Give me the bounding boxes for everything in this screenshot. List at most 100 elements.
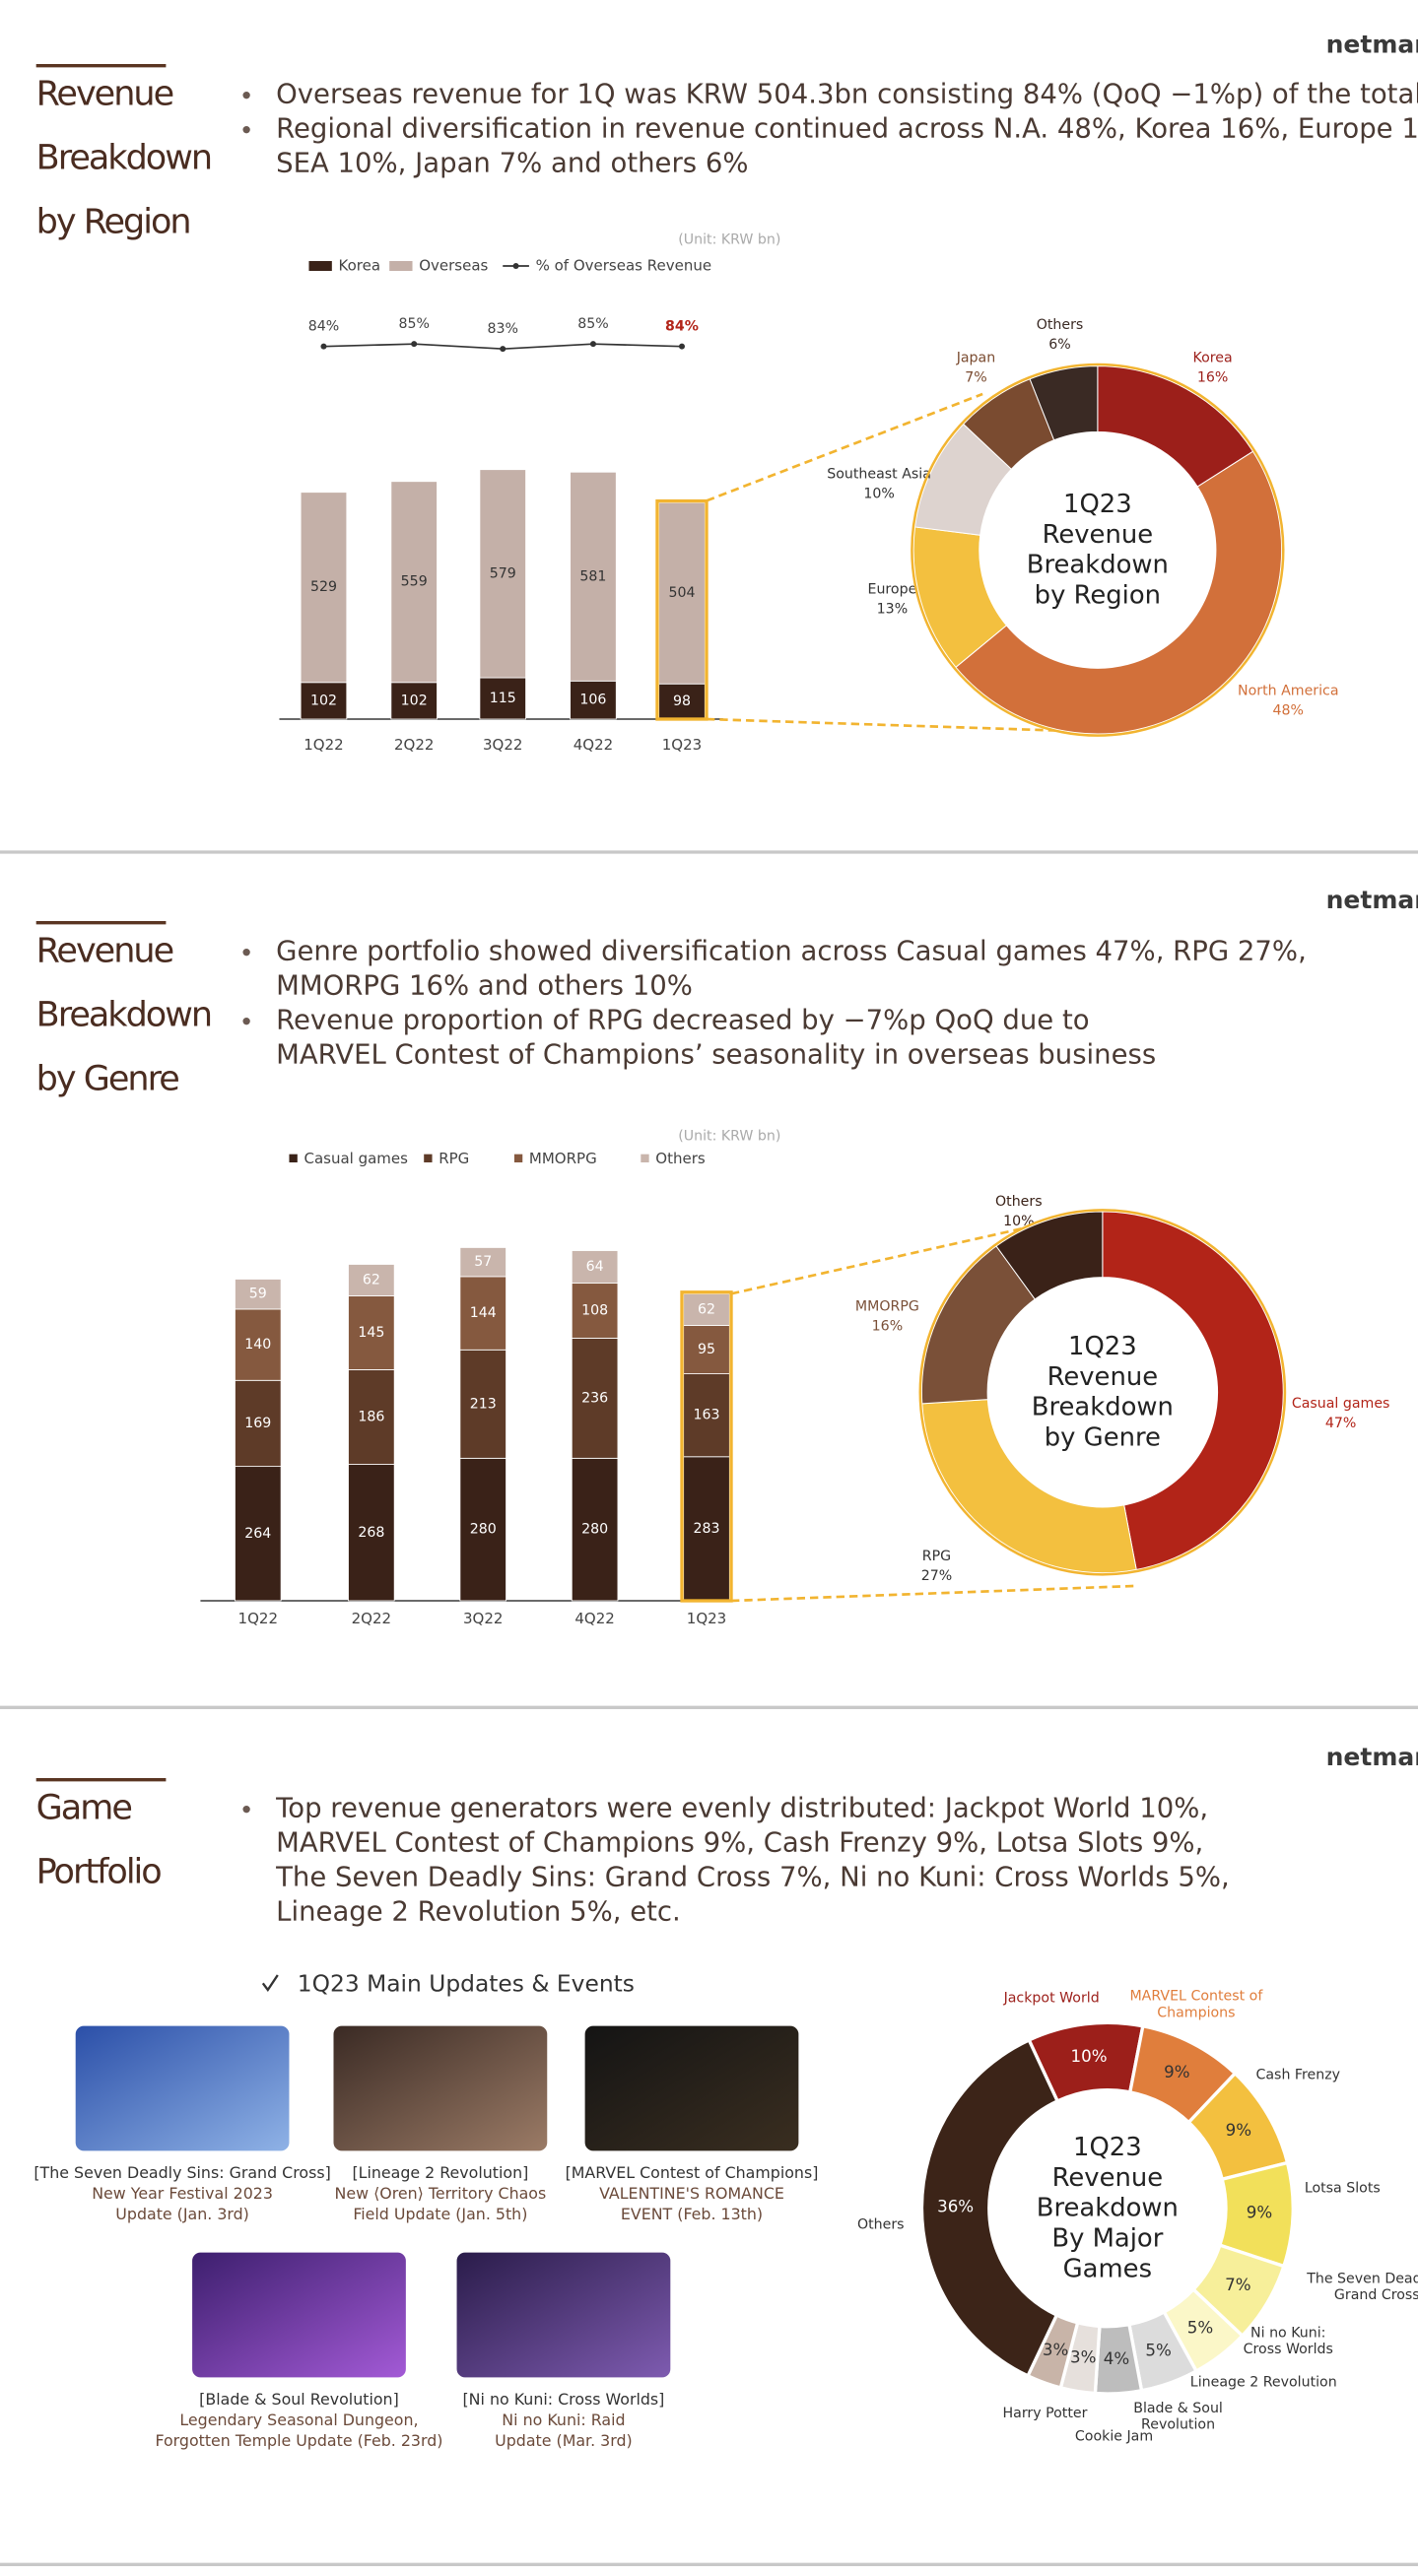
highlight-box [655,498,709,721]
x-tick-label: 1Q23 [687,1610,726,1627]
game-thumbnail [75,2025,290,2151]
donut-value-label: 13% [877,601,908,617]
donut-segment [921,1399,1137,1574]
update-caption: [Blade & Soul Revolution] [199,2390,399,2409]
bar-value-label: 529 [310,579,337,595]
bar-value-label: 186 [358,1409,384,1424]
donut-category-label: RPG [922,1549,951,1564]
bullet-text: Top revenue generators were evenly distr… [275,1793,1208,1824]
donut-segment [955,450,1283,735]
bar-segment [459,1276,506,1351]
line-point [500,346,506,353]
bullet-text: MARVEL Contest of Champions 9%, Cash Fre… [276,1827,1203,1859]
donut-center-label: 1Q23 Revenue Breakdown by Genre [1032,1332,1174,1452]
donut-value-label: 7% [1225,2276,1250,2294]
donut-value-label: 3% [1070,2347,1096,2366]
connector [706,392,983,502]
donut-category-label: MARVEL Contest of Champions [1129,1989,1263,2021]
line-value-label: 84% [308,319,339,335]
connector [730,1210,1099,1295]
donut-value-label: 6% [1048,337,1070,353]
donut-outline [911,363,1285,737]
donut-segment [919,2037,1060,2379]
bar-value-label: 283 [693,1521,719,1537]
bar-segment [235,1379,282,1468]
bar-segment [459,1349,506,1459]
update-caption: EVENT (Feb. 13th) [621,2205,763,2223]
game-thumbnail [333,2025,548,2151]
bar-value-label: 559 [401,574,428,590]
slide-title: by Genre [36,1060,179,1099]
bar-segment [570,680,617,720]
bullet-text: Overseas revenue for 1Q was KRW 504.3bn … [276,79,1418,110]
update-caption: [Ni no Kuni: Cross Worlds] [463,2390,665,2409]
bar-value-label: 64 [586,1259,604,1275]
donut-category-label: Lotsa Slots [1305,2181,1381,2197]
bar-value-label: 102 [310,693,337,708]
donut-segment [1029,365,1099,441]
donut-value-label: 27% [921,1568,952,1584]
game-thumbnail [456,2252,671,2378]
bar-value-label: 115 [490,691,516,706]
bar-segment [479,469,526,679]
x-tick-label: 1Q23 [662,736,702,754]
update-caption: Update (Jan. 3rd) [115,2205,249,2223]
x-tick-label: 3Q22 [483,736,522,754]
bar-value-label: 62 [363,1273,380,1288]
legend-swatch [308,261,332,271]
bar-value-label: 504 [668,585,695,601]
bullet-dot [242,1018,250,1025]
bullet-dot [242,949,250,957]
donut-value-label: 36% [937,2198,974,2216]
bar-segment [570,471,617,682]
bar-segment [479,677,526,720]
bar-value-label: 169 [244,1416,271,1431]
game-thumbnail [192,2252,406,2378]
donut-outline [918,1209,1287,1576]
bar-value-label: 95 [698,1342,715,1357]
donut-value-label: 10% [863,487,894,502]
donut-value-label: 9% [1164,2063,1189,2081]
donut-value-label: 7% [965,369,986,385]
donut-center-label: 1Q23 Revenue Breakdown by Region [1027,490,1169,610]
bullet-text: The Seven Deadly Sins: Grand Cross 7%, N… [275,1862,1230,1893]
update-caption: Ni no Kuni: Raid [502,2411,625,2429]
legend-label: % of Overseas Revenue [536,257,712,275]
unit-label: (Unit: KRW bn) [678,231,780,247]
legend-swatch [513,1154,523,1162]
bar-value-label: 264 [244,1526,271,1542]
bar-segment [235,1308,282,1381]
x-tick-label: 3Q22 [463,1610,503,1627]
highlight-box [680,1290,733,1603]
x-tick-label: 2Q22 [352,1610,391,1627]
donut-category-label: Others [857,2216,905,2232]
donut-category-label: Others [995,1194,1043,1210]
bar-value-label: 213 [470,1396,497,1412]
line-value-label: 83% [487,321,517,337]
legend-marker [512,263,519,269]
slide-title: Game [36,1789,132,1828]
donut-value-label: 3% [1043,2341,1068,2359]
line-value-label: 85% [577,316,608,332]
bullet-text: MARVEL Contest of Champions’ seasonality… [276,1039,1156,1071]
bar-segment [235,1466,282,1602]
update-caption: Field Update (Jan. 5th) [353,2205,527,2223]
bullet-text: Lineage 2 Revolution 5%, etc. [276,1896,681,1928]
legend-label: Others [655,1150,706,1167]
bar-value-label: 163 [693,1408,719,1423]
bar-segment [571,1337,619,1459]
donut-value-label: 16% [872,1319,903,1335]
bar-segment [390,682,438,720]
donut-category-label: Cookie Jam [1075,2428,1153,2444]
slide-title: Revenue [36,75,173,114]
update-caption: Forgotten Temple Update (Feb. 23rd) [155,2431,442,2450]
x-tick-label: 1Q22 [304,736,343,754]
donut-category-label: MMORPG [855,1299,919,1315]
bullet-dot [242,92,250,99]
bar-value-label: 280 [470,1522,497,1538]
donut-value-label: 4% [1104,2349,1129,2368]
legend-label: Korea [338,257,380,275]
donut-center-label: 1Q23 Revenue Breakdown By Major Games [1037,2133,1179,2283]
slide-title: Breakdown [36,139,211,178]
